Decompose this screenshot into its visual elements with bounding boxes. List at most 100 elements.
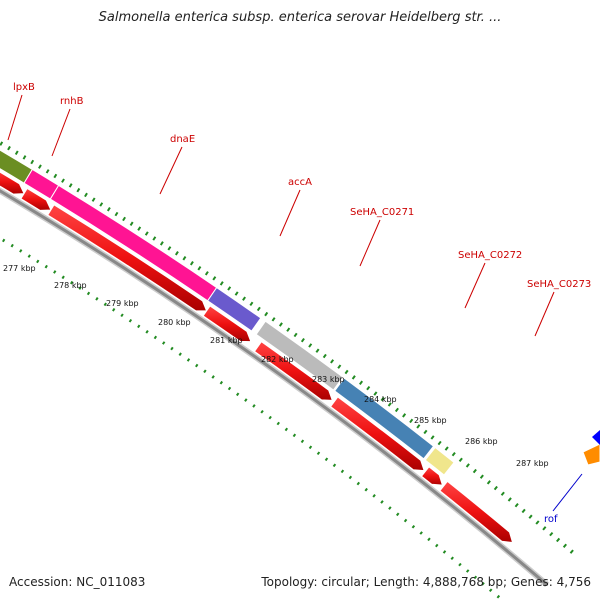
scale-tick <box>61 275 65 280</box>
scale-tick <box>170 346 174 351</box>
gene-block-accA <box>206 286 262 332</box>
outer-tick <box>423 429 428 435</box>
scale-tick <box>372 493 376 498</box>
outer-tick <box>197 266 202 271</box>
gene-block-rof <box>582 443 600 466</box>
scale-tick <box>442 550 447 554</box>
outer-tick <box>91 197 96 202</box>
scale-tick <box>112 307 116 312</box>
outer-tick <box>189 261 194 266</box>
outer-tick <box>521 508 526 514</box>
outer-tick <box>38 164 42 169</box>
outer-tick <box>465 463 470 468</box>
outer-tick <box>7 145 11 151</box>
outer-tick <box>486 480 491 485</box>
scale-tick <box>388 506 392 510</box>
outer-tick <box>444 446 449 451</box>
outer-tick <box>556 537 561 543</box>
scale-tick <box>178 352 182 357</box>
scale-tick-label: 283 kbp <box>312 375 345 384</box>
scale-tick <box>145 330 149 334</box>
outer-tick <box>204 271 209 276</box>
outer-tick <box>234 291 239 296</box>
outer-tick <box>344 369 349 375</box>
outer-tick <box>212 276 217 281</box>
scale-tick <box>488 588 493 593</box>
leader-line <box>464 262 486 309</box>
outer-tick <box>61 178 65 183</box>
scale-tick-label: 277 kbp <box>3 264 36 273</box>
outer-tick <box>0 141 4 146</box>
outer-tick <box>84 192 88 198</box>
scale-tick <box>324 457 329 462</box>
scale-tick <box>95 297 99 301</box>
outer-tick <box>402 413 407 418</box>
outer-tick <box>14 150 19 155</box>
outer-tick <box>30 159 35 165</box>
scale-tick-label: 286 kbp <box>465 437 498 446</box>
outer-tick <box>359 380 364 385</box>
outer-tick <box>458 457 463 462</box>
scale-tick <box>356 481 361 486</box>
outer-tick <box>535 520 540 525</box>
scale-tick <box>120 313 124 318</box>
scale-tick <box>364 487 368 492</box>
outer-tick <box>249 301 254 307</box>
gene-label-accA: accA <box>288 177 312 188</box>
outer-tick <box>472 468 477 474</box>
scale-tick <box>276 421 280 426</box>
outer-tick <box>451 451 456 457</box>
cds-arrow <box>202 305 252 343</box>
scale-tick <box>284 427 289 432</box>
scale-tick <box>2 238 6 243</box>
scale-tick <box>427 537 431 542</box>
outer-tick <box>351 375 356 380</box>
scale-tick-label: 287 kbp <box>516 459 549 468</box>
outer-tick <box>219 281 224 286</box>
outer-tick <box>380 396 385 402</box>
outer-tick <box>144 231 149 236</box>
leader-line <box>7 94 23 141</box>
scale-tick <box>332 463 337 468</box>
scale-tick-label: 285 kbp <box>414 416 447 425</box>
outer-tick <box>293 332 298 338</box>
outer-tick <box>271 317 276 322</box>
blue-feature <box>592 430 600 445</box>
scale-tick <box>458 562 462 567</box>
accession-text: Accession: NC_011083 <box>9 575 146 589</box>
leader-line <box>279 189 301 237</box>
scale-tick <box>153 335 158 340</box>
scale-tick <box>481 582 485 586</box>
outer-tick <box>76 187 81 193</box>
cds-arrow <box>47 204 208 312</box>
scale-tick <box>128 318 133 323</box>
outer-tick <box>569 549 574 554</box>
outer-tick <box>278 322 283 327</box>
outer-tick <box>479 474 484 479</box>
scale-tick-label: 282 kbp <box>261 355 294 364</box>
outer-tick <box>99 202 104 207</box>
scale-tick-label: 278 kbp <box>54 281 87 290</box>
scale-tick <box>211 375 215 379</box>
scale-tick <box>195 363 199 368</box>
outer-tick <box>106 207 111 212</box>
backbone-line <box>0 189 549 586</box>
outer-tick <box>300 337 305 343</box>
outer-tick <box>308 343 313 348</box>
gene-label-SeHA_C0273: SeHA_C0273 <box>527 279 591 290</box>
scale-tick <box>235 392 240 397</box>
scale-tick <box>268 415 272 420</box>
scale-tick <box>473 575 478 580</box>
outer-tick <box>227 286 232 291</box>
outer-tick <box>430 435 435 440</box>
gene-label-rnhB: rnhB <box>60 96 84 107</box>
outer-tick <box>562 543 568 548</box>
scale-tick <box>36 259 40 264</box>
scale-tick <box>316 451 321 456</box>
outer-tick <box>366 385 371 391</box>
scale-tick <box>252 404 256 408</box>
scale-tick <box>219 380 224 385</box>
gene-block-SeHA_C0271 <box>255 320 344 391</box>
scale-tick <box>300 439 305 444</box>
